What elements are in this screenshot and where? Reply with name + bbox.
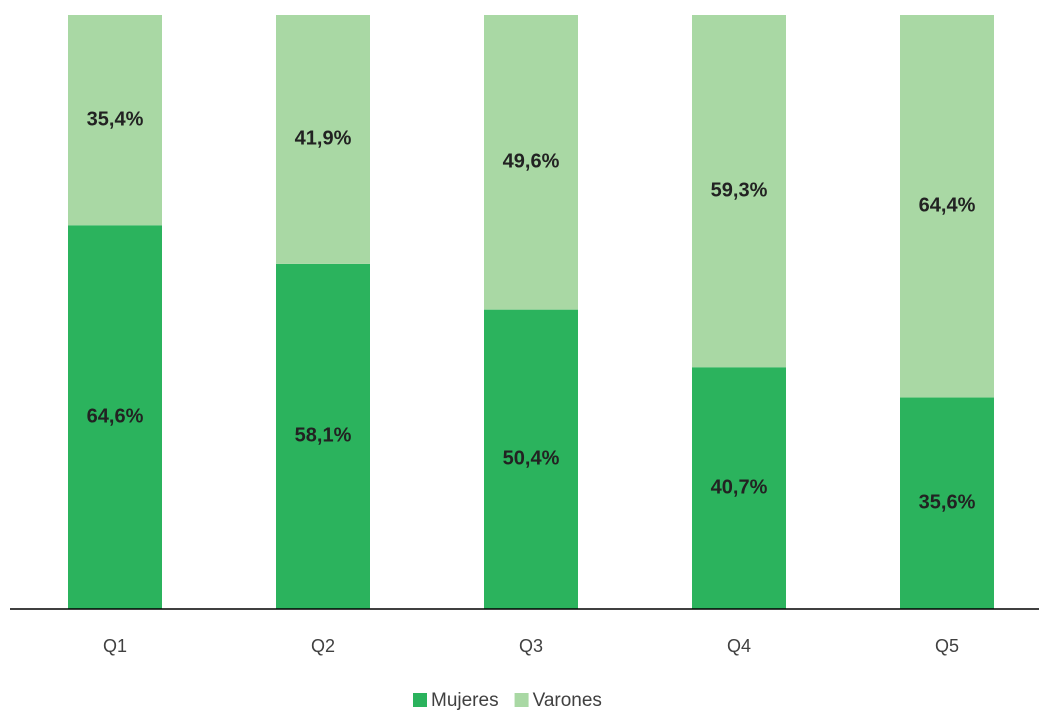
bar-segment [900,397,994,609]
legend-swatch [413,693,427,707]
value-label: 35,4% [87,108,144,130]
value-label: 64,6% [87,405,144,427]
legend-label: Mujeres [431,690,499,711]
bar-segment [68,225,162,609]
value-label: 35,6% [919,492,976,514]
x-tick-label: Q2 [311,636,335,656]
x-tick-label: Q4 [727,636,751,656]
bar-segment [692,15,786,368]
bar-segment [484,309,578,609]
legend-label: Varones [533,690,602,711]
bar-segment [68,15,162,226]
bar-segment [900,15,994,398]
bar-segment [276,263,370,609]
legend-swatch [514,693,529,707]
value-label: 41,9% [295,128,352,150]
x-tick-label: Q3 [519,636,543,656]
value-label: 59,3% [711,179,768,201]
value-label: 49,6% [503,151,560,173]
value-label: 64,4% [919,195,976,217]
value-label: 50,4% [503,448,560,470]
x-tick-label: Q1 [103,636,127,656]
bar-segment [484,15,578,310]
value-label: 58,1% [295,425,352,447]
bar-segment [692,367,786,609]
x-tick-label: Q5 [935,636,959,656]
bar-segment [276,15,370,264]
value-label: 40,7% [711,476,768,498]
